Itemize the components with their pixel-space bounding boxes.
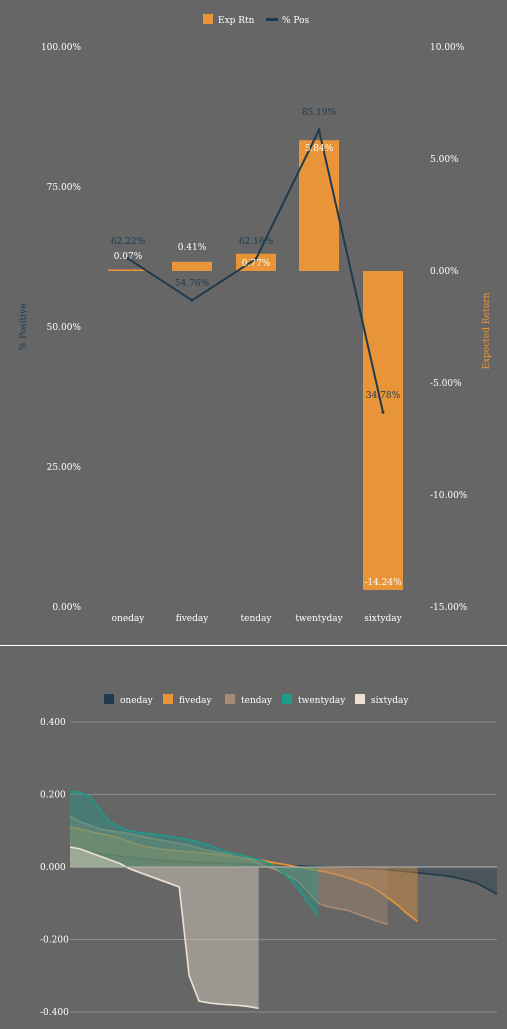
legend-label-fiveday: fiveday [179,696,213,706]
y-tick-label: 0.000 [40,863,66,873]
legend-swatch-exp-rtn [203,14,213,24]
bar-sixtyday [363,271,403,590]
bar-tenday [236,253,276,271]
right-tick-label: -5.00% [430,379,462,389]
legend-label-twentyday: twentyday [298,696,346,706]
area-sixtyday [70,847,259,1009]
right-axis-title: Expected Return [482,292,492,369]
area-chart-svg: oneday fiveday tenday twentyday sixtyday -0.4… [40,694,498,1018]
right-tick-label: 5.00% [430,155,459,165]
bar-oneday [108,269,148,271]
combo-chart-svg: Exp Rtn % Pos 0.00% 25.00% 50.00% 75.00% 100.0… [19,14,492,624]
area-twentyday [70,790,319,916]
right-tick-label: 10.00% [430,43,465,53]
legend-label-oneday: oneday [120,696,154,706]
legend: Exp Rtn % Pos [203,14,310,26]
legend-swatch-sixtyday [355,694,365,704]
pos-point-twentyday [317,128,321,132]
pos-data-label: 54.76% [175,279,210,289]
exp-rtn-data-label: 5.84% [305,144,334,154]
pos-line [127,126,384,413]
panel-divider [0,645,507,646]
left-axis-title: % Positive [19,304,29,351]
area-tenday [70,816,388,925]
left-tick-label: 100.00% [41,43,81,53]
legend-label-pos: % Pos [282,16,310,26]
left-tick-label: 25.00% [47,463,82,473]
line-sixtyday [69,846,259,1010]
category-label: oneday [112,614,146,624]
category-label: sixtyday [364,614,402,624]
pos-point-oneday [126,257,130,261]
legend-label-sixtyday: sixtyday [371,696,409,706]
y-tick-label: 0.200 [40,791,66,801]
combo-chart: Exp Rtn % Pos 0.00% 25.00% 50.00% 75.00% 100.0… [19,14,492,624]
category-label: fiveday [176,614,210,624]
legend-swatch-oneday [104,694,114,704]
area-fiveday [70,827,418,922]
line-twentyday [69,790,319,917]
right-tick-label: -10.00% [430,491,468,501]
legend-swatch-pos [266,18,278,21]
pos-data-label: 34.78% [366,391,401,401]
left-tick-label: 0.00% [52,603,81,613]
exp-rtn-data-label: 0.77% [242,259,271,269]
area-chart: oneday fiveday tenday twentyday sixtyday -0.4… [0,646,507,1025]
exp-rtn-data-label: -14.24% [364,578,402,588]
bar-twentyday [299,140,339,271]
legend-swatch-tenday [225,694,235,704]
exp-rtn-data-label: 0.07% [114,252,143,262]
bar-fiveday [172,261,212,271]
line-tenday [69,815,388,926]
right-tick-label: 0.00% [430,267,459,277]
y-tick-label: -0.200 [40,936,69,946]
pos-data-label: 85.19% [302,108,337,118]
left-tick-label: 50.00% [47,323,82,333]
exp-rtn-data-label: 0.41% [178,243,207,253]
pos-data-label: 62.22% [111,237,146,247]
legend: oneday fiveday tenday twentyday sixtyday [104,694,409,706]
y-tick-label: -0.400 [40,1008,69,1018]
pos-point-sixtyday [381,410,385,414]
line-oneday [69,848,498,895]
pos-data-label: 62.16% [239,237,274,247]
pos-point-fiveday [190,298,194,302]
right-tick-label: -15.00% [430,603,468,613]
legend-swatch-twentyday [282,694,292,704]
legend-label-tenday: tenday [241,696,273,706]
legend-swatch-fiveday [163,694,173,704]
left-tick-label: 75.00% [47,183,82,193]
category-label: tenday [241,614,273,624]
category-label: twentyday [295,614,343,624]
pos-point-tenday [254,257,258,261]
legend-label-exp-rtn: Exp Rtn [218,16,255,26]
y-tick-label: 0.400 [40,718,66,728]
